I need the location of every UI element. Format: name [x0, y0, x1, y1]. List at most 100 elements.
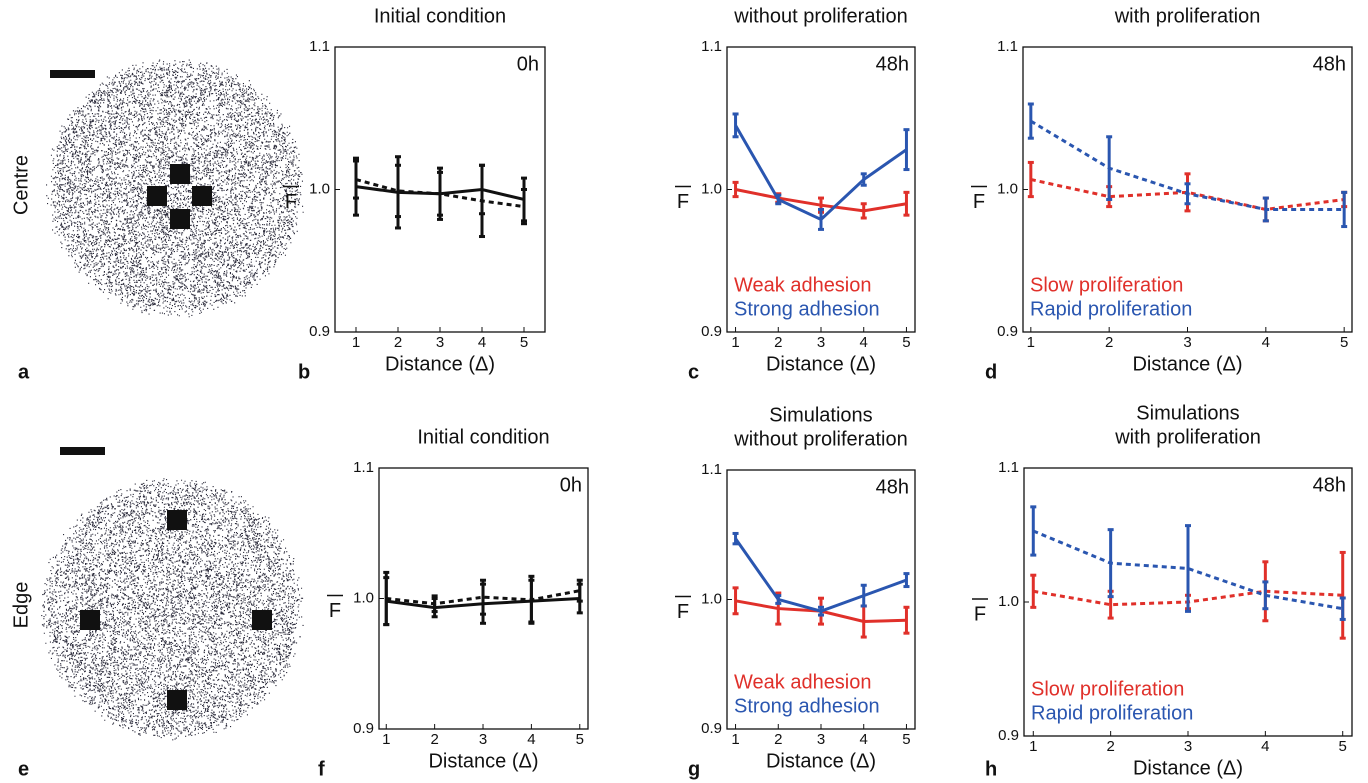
time-annotation: 48h — [876, 53, 909, 75]
x-tick-label: 4 — [478, 334, 486, 351]
block-square — [192, 186, 212, 206]
x-axis-label: Distance (Δ) — [766, 750, 876, 772]
error-bar — [528, 574, 535, 625]
block-square — [80, 610, 100, 630]
legend-entry: Rapid proliferation — [1031, 702, 1193, 724]
error-bar — [1185, 524, 1191, 613]
y-tick-label: 0.9 — [701, 720, 722, 737]
y-axis-label: F — [329, 600, 341, 622]
panel-label: h — [985, 758, 997, 780]
y-tick-label: 1.0 — [997, 180, 1018, 197]
y-tick-label: 0.9 — [997, 323, 1018, 340]
error-bar — [1030, 505, 1037, 557]
chart-title: Simulations — [1136, 402, 1239, 424]
scale-bar — [60, 447, 105, 455]
error-bar — [480, 578, 487, 616]
y-tick-label: 0.9 — [998, 727, 1019, 744]
chart-title: without proliferation — [733, 428, 907, 450]
error-bar — [383, 570, 390, 627]
x-tick-label: 2 — [1105, 334, 1113, 351]
error-bar — [1339, 550, 1346, 640]
time-annotation: 48h — [1313, 53, 1346, 75]
error-bar — [732, 112, 739, 139]
x-tick-label: 3 — [479, 731, 487, 748]
chart: Initial condition 0h Distance (Δ) Fb 1 2 3 4 5 0.… — [283, 5, 546, 383]
error-bar — [903, 128, 910, 172]
x-tick-label: 4 — [860, 334, 868, 351]
y-tick-label: 1.0 — [998, 593, 1019, 610]
block-square — [147, 186, 167, 206]
time-annotation: 0h — [517, 53, 539, 75]
row-label: Edge — [10, 582, 32, 629]
x-tick-label: 5 — [1340, 334, 1348, 351]
error-bar — [1027, 160, 1034, 199]
error-bar — [479, 163, 485, 239]
y-tick-label: 0.9 — [309, 323, 330, 340]
x-tick-label: 4 — [527, 731, 535, 748]
cell-image — [41, 478, 304, 741]
error-bar — [1030, 573, 1037, 609]
row-label: Centre — [10, 155, 32, 215]
y-tick-label: 0.9 — [701, 323, 722, 340]
panel-label: a — [18, 361, 30, 383]
error-bar — [903, 190, 910, 217]
x-tick-label: 1 — [1029, 738, 1037, 755]
error-bar — [395, 163, 401, 219]
error-bar — [1262, 196, 1269, 223]
error-bar — [903, 605, 910, 635]
y-axis-label: F — [974, 603, 986, 625]
y-tick-label: 1.0 — [701, 590, 722, 607]
error-bar — [1262, 580, 1269, 611]
y-tick-label: 1.1 — [701, 461, 722, 478]
x-tick-label: 2 — [1106, 738, 1114, 755]
chart-title: Initial condition — [417, 426, 549, 448]
panel-label: g — [688, 758, 700, 780]
x-axis-label: Distance (Δ) — [1133, 757, 1243, 779]
y-tick-label: 1.0 — [353, 589, 374, 606]
error-bar — [860, 172, 867, 187]
block-square — [170, 164, 190, 184]
x-tick-label: 1 — [731, 731, 739, 748]
x-tick-label: 3 — [1184, 738, 1192, 755]
x-tick-label: 5 — [902, 334, 910, 351]
error-bar — [903, 572, 910, 589]
panel-label: e — [18, 758, 29, 780]
x-tick-label: 4 — [1262, 334, 1270, 351]
block-square — [167, 690, 187, 710]
x-tick-label: 5 — [520, 334, 528, 351]
cell-image — [46, 59, 304, 318]
y-tick-label: 1.1 — [997, 38, 1018, 55]
x-tick-label: 4 — [1261, 738, 1269, 755]
y-tick-label: 1.1 — [701, 38, 722, 55]
error-bar — [732, 180, 739, 199]
series-line — [386, 589, 581, 606]
legend-entry: Slow proliferation — [1031, 678, 1184, 700]
error-bar — [431, 594, 438, 614]
chart-title: Simulations — [1136, 0, 1239, 3]
x-tick-label: 5 — [576, 731, 584, 748]
time-annotation: 48h — [1313, 474, 1346, 496]
series-line — [1032, 529, 1343, 611]
chart: Initial condition 0h Distance (Δ) Ff 1 2 3 4 5 0.… — [318, 426, 589, 780]
error-bar — [576, 578, 583, 603]
panel-label: b — [298, 361, 310, 383]
error-bar — [775, 193, 782, 206]
error-bar — [732, 531, 739, 546]
x-tick-label: 3 — [436, 334, 444, 351]
x-axis-label: Distance (Δ) — [1132, 353, 1242, 375]
x-tick-label: 1 — [352, 334, 360, 351]
error-bar — [1184, 182, 1191, 206]
y-tick-label: 1.1 — [353, 459, 374, 476]
chart-title: Simulations — [769, 404, 872, 426]
error-bar — [732, 586, 739, 616]
y-axis-label: F — [285, 191, 297, 213]
x-tick-label: 2 — [430, 731, 438, 748]
scale-bar — [50, 70, 95, 78]
legend-entry: Slow proliferation — [1030, 274, 1183, 296]
series-line — [1030, 178, 1345, 211]
x-tick-label: 5 — [902, 731, 910, 748]
panel-label: c — [688, 361, 699, 383]
